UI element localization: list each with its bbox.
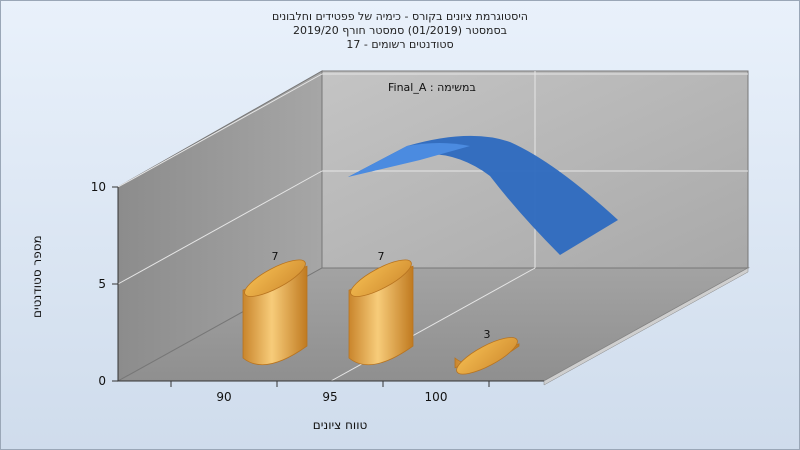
y-tick-label: 10 (91, 180, 106, 194)
bars: 7 7 3 (242, 250, 520, 375)
bar: 7 (242, 250, 308, 366)
legend-label: במשימה : Final_A (388, 81, 476, 94)
y-tick-label: 5 (98, 277, 106, 291)
bar: 3 (454, 328, 520, 375)
x-tick-label: 100 (425, 390, 448, 404)
bar-value-label: 3 (484, 328, 491, 341)
y-tick-label: 0 (98, 374, 106, 388)
bar-value-label: 7 (272, 250, 279, 263)
bar-value-label: 7 (378, 250, 385, 263)
y-ticks: 0 5 10 (91, 180, 118, 388)
bar: 7 (348, 250, 414, 366)
x-tick-label: 90 (216, 390, 231, 404)
bar-cap (456, 337, 518, 375)
chart-title-line-1: היסטוגרמת ציונים בקורס - כימיה של פפטידי… (272, 10, 528, 23)
bar-cap (350, 259, 412, 297)
gridline (117, 73, 323, 188)
distribution-curve-top (348, 143, 470, 177)
x-tick-label: 95 (322, 390, 337, 404)
chart-title-line-2: בסמסטר (01/2019) סמסטר חורף 2019/20 (293, 24, 507, 37)
floor-edge (543, 267, 749, 386)
x-ticks: 90 95 100 (170, 381, 490, 404)
gridline (117, 170, 323, 285)
x-axis-label: טווח ציונים (312, 418, 368, 432)
distribution-curve (348, 135, 618, 255)
chart-title-line-3: סטודנטים רשומים - 17 (346, 38, 454, 51)
bar-cap (244, 259, 306, 297)
y-axis-label: מספר סטודנטים (30, 235, 44, 318)
